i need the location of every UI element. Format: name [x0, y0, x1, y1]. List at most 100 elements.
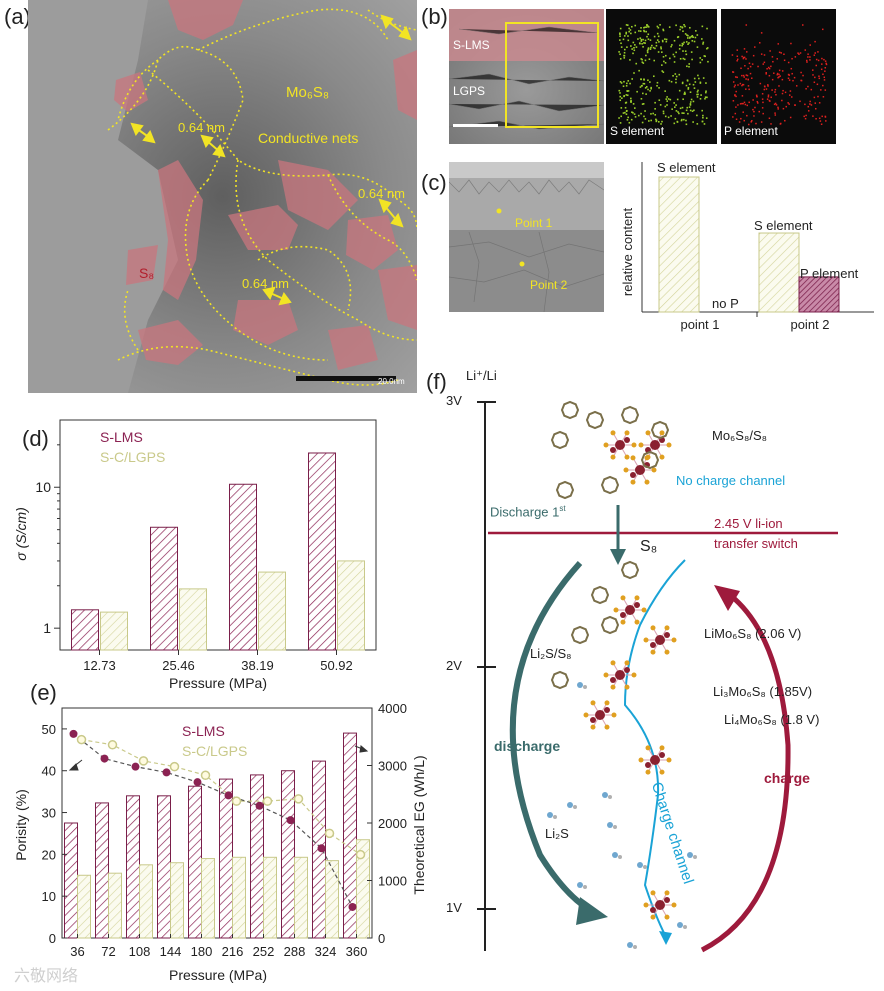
s-map-dot [669, 98, 672, 101]
s-map-dot [692, 83, 695, 86]
p-map-dot [820, 123, 823, 125]
s-map-dot [687, 43, 689, 45]
p-map-dot [756, 100, 759, 103]
s-map-dot [619, 35, 621, 38]
cluster-atom-s [664, 890, 670, 896]
e-legend-slms: S-LMS [182, 723, 225, 739]
scalebar-b [453, 124, 498, 127]
s-map-dot [688, 83, 691, 86]
e-point-slms [100, 754, 109, 763]
p-map-dot [800, 79, 802, 82]
p-map-dot [769, 50, 771, 52]
p-map-dot [821, 57, 823, 60]
s-map-dot [619, 27, 622, 30]
e-y2label: Theoretical EG (Wh/L) [411, 755, 427, 894]
p-map-dot [785, 105, 787, 108]
panel-c-sem-image [449, 162, 604, 312]
f-species-1: LiMo₆S₈ (2.06 V) [704, 626, 802, 641]
p-map-dot [776, 72, 779, 75]
cluster-atom-s [631, 672, 637, 678]
s-map-dot [655, 119, 658, 122]
cluster-atom-s [643, 902, 649, 908]
s-map-dot [693, 77, 696, 80]
s8-ring [620, 405, 640, 425]
p-map-dot [814, 102, 817, 104]
s-map-dot [696, 34, 699, 36]
p-map-dot [783, 59, 786, 62]
s-map-dot [619, 33, 621, 35]
s-map-dot [676, 36, 679, 39]
s-map-dot [681, 118, 683, 121]
s-map-dot [693, 40, 696, 43]
e-bar-sclgps [201, 858, 215, 939]
s-map-dot [665, 38, 668, 41]
s-map-dot [652, 46, 655, 49]
watermark: 六敬网络 [14, 968, 79, 985]
s-map-dot [685, 41, 688, 43]
li-atom [577, 682, 583, 688]
cluster-atom-s [604, 700, 610, 706]
e-point-slms [224, 791, 233, 800]
s-map-dot [682, 30, 684, 33]
s-map-dot [656, 84, 658, 87]
e-bar-slms [219, 778, 233, 939]
p-map-dot [739, 103, 742, 105]
p-map-dot [790, 67, 793, 70]
p-map-dot [763, 61, 766, 64]
s-map-dot [638, 30, 640, 32]
p-map-dot [736, 58, 739, 61]
s-map-dot [683, 118, 685, 121]
p-map-dot [821, 63, 823, 65]
p-map-dot [770, 65, 772, 68]
p-map-dot [778, 85, 780, 87]
selection-box [505, 22, 599, 128]
s-map-dot [692, 121, 694, 123]
d-xtick-label: 25.46 [162, 658, 195, 673]
s-map-dot [641, 42, 643, 45]
cluster-atom-s [630, 455, 636, 461]
s-map-dot [670, 45, 672, 48]
p-map-dot [768, 99, 771, 102]
s-map-dot [675, 78, 677, 81]
e-axis-arrows [68, 745, 369, 771]
cluster-atom-s [624, 454, 630, 460]
p-map-dot [751, 77, 753, 79]
s-map-dot [706, 47, 708, 50]
c-bar-label-s1: S element [657, 160, 716, 175]
cluster-atom-mo [635, 465, 645, 475]
p-map-dot [804, 117, 807, 120]
s-map-dot [623, 51, 626, 54]
e-point-sclgps [169, 761, 180, 772]
cluster-atom-s [645, 745, 651, 751]
e-point-sclgps [200, 770, 211, 781]
s-map-dot [645, 30, 647, 33]
p-map-dot [814, 52, 816, 54]
s-map-dot [625, 94, 628, 96]
s-map-dot [630, 45, 632, 47]
p-map-dot [776, 58, 779, 60]
p-map-dot [754, 106, 756, 109]
p-map-dot [812, 69, 814, 71]
s-map-dot [702, 43, 704, 45]
p-map-dot [814, 107, 817, 110]
s-map-dot [632, 52, 634, 55]
cluster-atom-mo [604, 707, 610, 713]
p-map-dot [738, 121, 741, 123]
s-map-dot [666, 100, 669, 102]
s-map-dot [673, 102, 675, 104]
p-map-dot [751, 120, 753, 122]
p-map-dot [746, 104, 749, 107]
cluster-atom-s [610, 660, 616, 666]
s-map-dot [650, 46, 652, 49]
cluster-atom-mo [620, 612, 626, 618]
s-map-dot [649, 90, 651, 92]
p-map-dot [767, 94, 770, 96]
p-map-dot [810, 104, 813, 106]
s-map-dot [691, 40, 694, 42]
cluster-atom-s [641, 607, 647, 613]
cluster-atom-s [659, 430, 665, 436]
s-map-dot [629, 59, 631, 61]
p-map-dot [787, 73, 790, 76]
e-point-slms [162, 768, 171, 777]
cluster-atom-s [671, 637, 677, 643]
